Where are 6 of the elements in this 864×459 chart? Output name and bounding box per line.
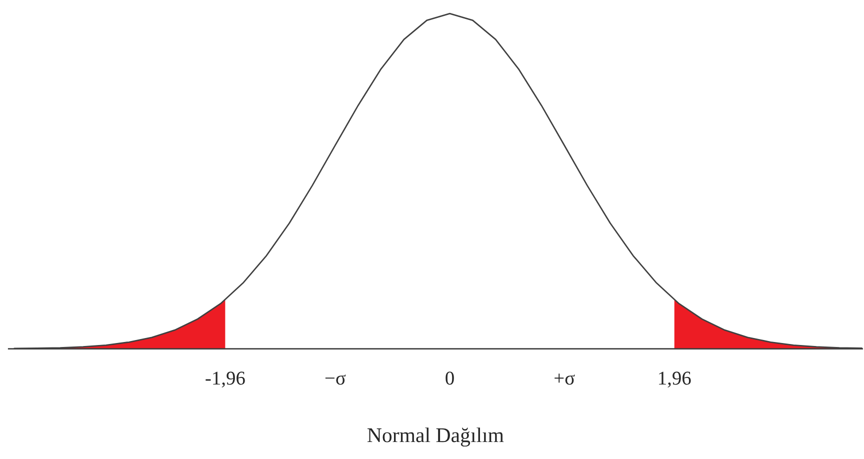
x-axis-title: Normal Dağılım xyxy=(367,428,504,447)
x-tick-label: -1,96 xyxy=(206,372,245,388)
x-tick-label: +σ xyxy=(554,374,575,385)
x-tick-label: −σ xyxy=(325,374,346,385)
x-tick-label: 0 xyxy=(446,372,454,385)
x-tick-label: 1,96 xyxy=(659,372,691,388)
